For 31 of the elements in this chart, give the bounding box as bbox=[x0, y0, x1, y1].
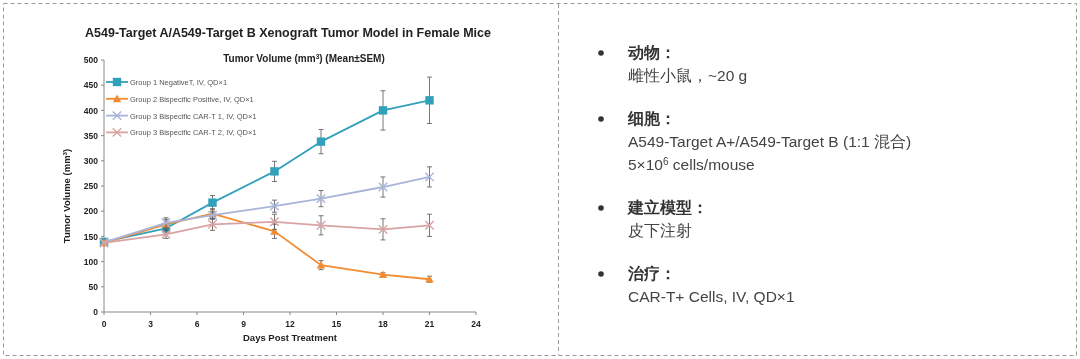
text: 雌性小鼠，~20 g bbox=[628, 67, 748, 84]
chart-title: A549-Target A/A549-Target B Xenograft Tumor Model in Female Mice bbox=[85, 26, 491, 40]
x-tick-label: 24 bbox=[471, 319, 481, 329]
y-tick-label: 500 bbox=[83, 55, 99, 66]
text: A549-Target A+/A549-Target B (1:1 混合) 5×10$^{6}$ cells/mouse bbox=[628, 133, 912, 173]
y-tick-label: 0 bbox=[93, 307, 99, 318]
text: 治疗： bbox=[627, 265, 676, 282]
y-tick-label: 350 bbox=[83, 130, 99, 141]
chart-subtitle: Tumor Volume (mm$^{3}$) (Mean±SEM) bbox=[223, 52, 385, 64]
y-tick-label: 150 bbox=[83, 231, 99, 242]
y-tick-label: 50 bbox=[88, 282, 99, 292]
text: CAR-T+ Cells, IV, QD×1 bbox=[628, 288, 795, 305]
y-tick-label: 300 bbox=[83, 156, 99, 166]
y-tick-label: 100 bbox=[83, 256, 99, 267]
text: 细胞： bbox=[627, 110, 676, 127]
text: 皮下注射 bbox=[628, 222, 692, 239]
x-tick-label: 9 bbox=[241, 319, 247, 329]
x-tick-label: 0 bbox=[101, 319, 107, 329]
x-tick-label: 12 bbox=[285, 319, 295, 329]
x-tick-label: 15 bbox=[331, 319, 342, 329]
text: 建立模型： bbox=[627, 198, 708, 216]
x-tick-label: 3 bbox=[148, 319, 154, 329]
y-tick-label: 400 bbox=[83, 105, 99, 116]
x-tick-label: 21 bbox=[424, 319, 435, 329]
text: 动物： bbox=[627, 44, 676, 61]
x-tick-label: 6 bbox=[194, 319, 200, 329]
y-tick-label: 250 bbox=[83, 181, 99, 192]
x-tick-label: 18 bbox=[378, 319, 388, 329]
y-tick-label: 200 bbox=[83, 206, 99, 217]
x-axis-title: Days Post Treatment bbox=[243, 332, 338, 343]
y-tick-label: 450 bbox=[83, 80, 99, 91]
